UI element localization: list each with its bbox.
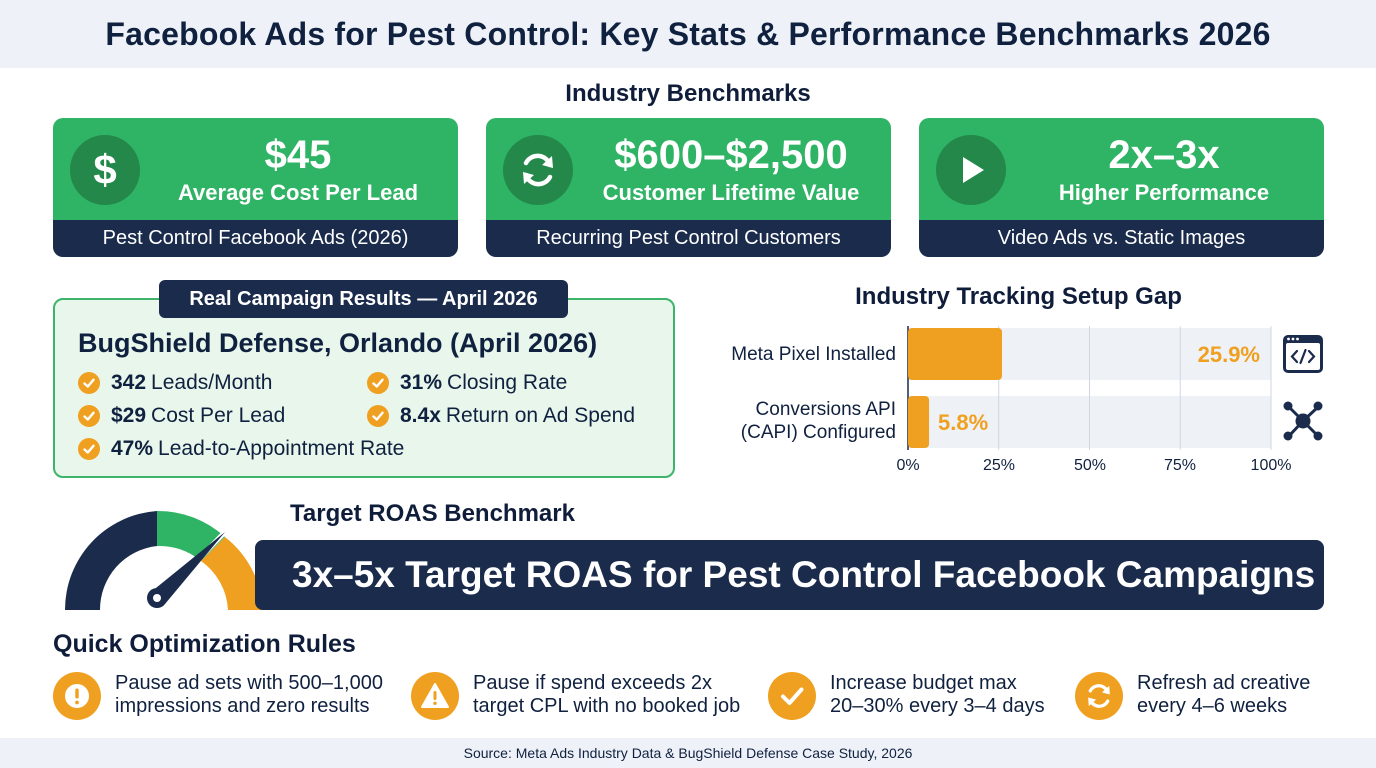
dollar-icon: $ — [70, 135, 140, 205]
stat-text: Lead-to-Appointment Rate — [158, 437, 405, 460]
rule-text: Pause ad sets with 500–1,000 impressions… — [115, 672, 383, 718]
bar-capi — [908, 396, 930, 448]
bar-category-label: Meta Pixel Installed — [731, 343, 896, 366]
stat-value: 342 — [111, 371, 147, 394]
warning-icon — [411, 672, 459, 720]
refresh-icon — [1075, 672, 1123, 720]
campaign-stat: 8.4x Return on Ad Spend — [367, 404, 635, 428]
bar-value-label: 5.8% — [938, 410, 988, 435]
bar-category-line: Meta Pixel Installed — [731, 344, 896, 365]
axis-tick-label: 0% — [896, 457, 920, 474]
kpi-card-video-performance: 2x–3x Higher Performance Video Ads vs. S… — [919, 118, 1324, 257]
check-icon — [367, 405, 389, 427]
stat-value: 47% — [111, 437, 154, 460]
check-icon — [367, 372, 389, 394]
campaign-stat: 342 Leads/Month — [78, 371, 272, 395]
roas-banner — [255, 540, 1324, 610]
axis-tick-label: 25% — [982, 457, 1016, 474]
exclamation-icon — [53, 672, 101, 720]
kpi-label: Average Cost Per Lead — [177, 180, 419, 205]
page-title: Facebook Ads for Pest Control: Key Stats… — [105, 15, 1271, 52]
kpi-value: 2x–3x — [1108, 133, 1220, 177]
rule-line: 20–30% every 3–4 days — [830, 695, 1045, 717]
kpi-card-cost-per-lead: $ $45 Average Cost Per Lead Pest Control… — [53, 118, 458, 257]
rule-item: Pause if spend exceeds 2x target CPL wit… — [411, 672, 740, 720]
kpi-caption: Video Ads vs. Static Images — [919, 220, 1324, 257]
stat-value: 8.4x — [400, 404, 441, 427]
roas-banner-text: 3x–5x Target ROAS for Pest Control Faceb… — [292, 554, 1316, 595]
code-window-icon — [1282, 334, 1324, 374]
rule-line: impressions and zero results — [115, 695, 370, 717]
chart-title: Industry Tracking Setup Gap — [855, 283, 1182, 310]
network-icon — [1282, 400, 1324, 442]
check-icon — [768, 672, 816, 720]
bar-meta-pixel — [908, 328, 1003, 380]
campaign-results-box — [53, 298, 675, 478]
refresh-icon — [503, 135, 573, 205]
stat-value: 31% — [400, 371, 443, 394]
bar-value-label: 25.9% — [1198, 342, 1260, 367]
bar-category-line: (CAPI) Configured — [740, 422, 896, 443]
axis-tick-label: 75% — [1163, 457, 1197, 474]
industry-benchmarks-heading: Industry Benchmarks — [565, 80, 811, 107]
check-icon — [78, 372, 100, 394]
campaign-stat: $29 Cost Per Lead — [78, 404, 285, 428]
bar-track — [908, 396, 1271, 448]
rule-item: Pause ad sets with 500–1,000 impressions… — [53, 672, 383, 720]
campaign-stat: 31% Closing Rate — [367, 371, 567, 395]
stat-text: Cost Per Lead — [151, 404, 286, 427]
stat-text: Closing Rate — [447, 371, 568, 394]
rule-text: Pause if spend exceeds 2x target CPL wit… — [473, 672, 740, 718]
kpi-card-lifetime-value: $600–$2,500 Customer Lifetime Value Recu… — [486, 118, 891, 257]
stat-text: Return on Ad Spend — [445, 404, 636, 427]
rules-heading: Quick Optimization Rules — [53, 630, 356, 658]
rule-line: target CPL with no booked job — [473, 695, 741, 717]
roas-heading: Target ROAS Benchmark — [290, 500, 575, 527]
rule-line: Pause ad sets with 500–1,000 — [115, 672, 383, 694]
kpi-caption: Pest Control Facebook Ads (2026) — [53, 220, 458, 257]
kpi-value: $45 — [264, 133, 332, 177]
rule-text: Increase budget max 20–30% every 3–4 day… — [830, 672, 1045, 718]
rule-item: Refresh ad creative every 4–6 weeks — [1075, 672, 1310, 720]
bar-category-line: Conversions API — [755, 399, 896, 420]
kpi-label: Customer Lifetime Value — [602, 180, 860, 205]
rule-line: Refresh ad creative — [1137, 672, 1311, 694]
stat-text: Leads/Month — [151, 371, 273, 394]
axis-tick-label: 50% — [1073, 457, 1107, 474]
play-icon — [936, 135, 1006, 205]
stat-value: $29 — [111, 404, 147, 427]
campaign-title: BugShield Defense, Orlando (April 2026) — [78, 328, 598, 358]
check-icon — [78, 405, 100, 427]
rule-line: Pause if spend exceeds 2x — [473, 672, 713, 694]
campaign-stat: 47% Lead-to-Appointment Rate — [78, 437, 404, 461]
kpi-value: $600–$2,500 — [614, 133, 848, 177]
rule-line: every 4–6 weeks — [1137, 695, 1288, 717]
roas-gauge-icon — [53, 500, 275, 612]
rule-item: Increase budget max 20–30% every 3–4 day… — [768, 672, 1045, 720]
title-band: Facebook Ads for Pest Control: Key Stats… — [0, 0, 1376, 68]
bar-category-label: Conversions API (CAPI) Configured — [741, 398, 896, 444]
source-footer: Source: Meta Ads Industry Data & BugShie… — [0, 738, 1376, 768]
check-icon — [78, 438, 100, 460]
kpi-label: Higher Performance — [1058, 180, 1270, 205]
kpi-caption: Recurring Pest Control Customers — [486, 220, 891, 257]
rule-text: Refresh ad creative every 4–6 weeks — [1137, 672, 1310, 718]
rule-line: Increase budget max — [830, 672, 1017, 694]
bar-track — [908, 328, 1271, 380]
campaign-badge: Real Campaign Results — April 2026 — [159, 280, 568, 318]
axis-tick-label: 100% — [1250, 457, 1292, 474]
